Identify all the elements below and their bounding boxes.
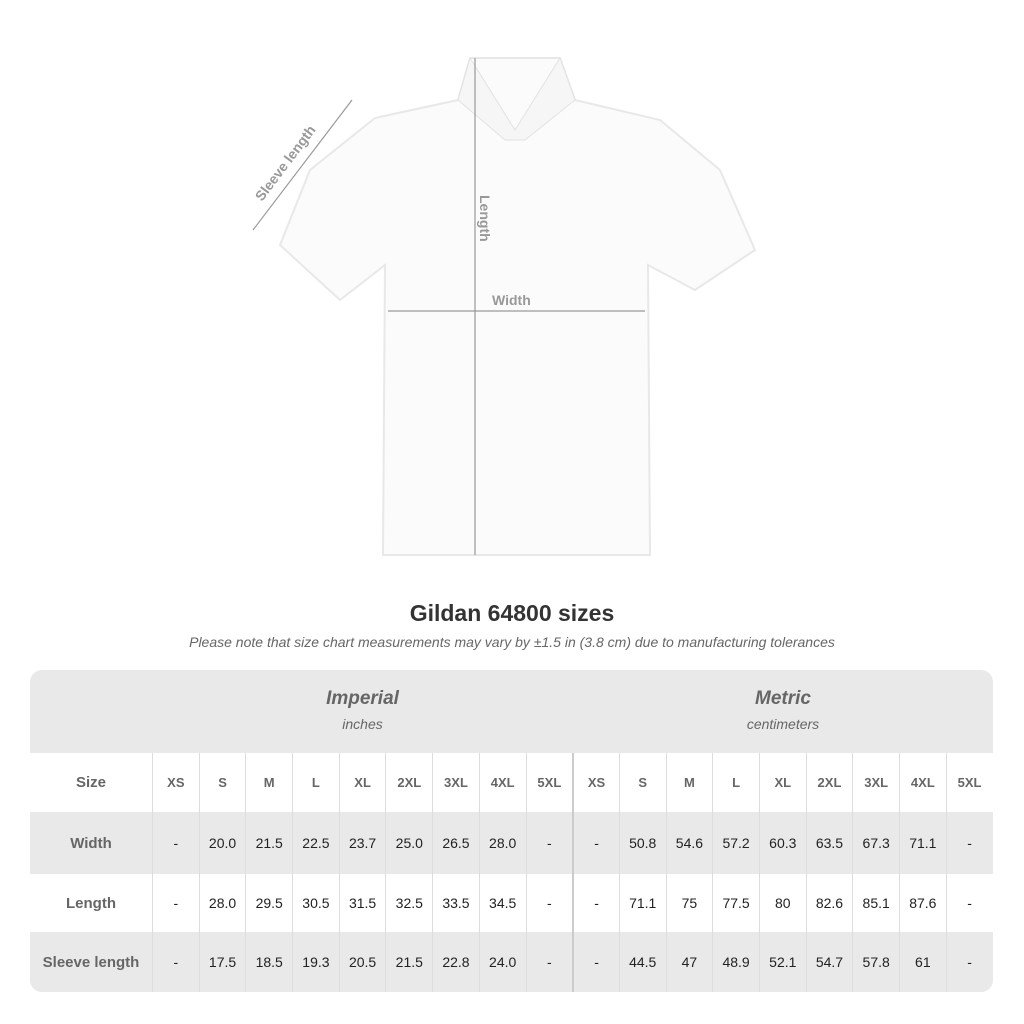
row-label: Width	[70, 834, 112, 852]
size-header-cell: L	[712, 753, 759, 812]
metric-value-cell: 80	[758, 874, 806, 932]
size-header-cell: 4XL	[899, 753, 946, 812]
imperial-value-cell: 29.5	[245, 874, 292, 932]
size-header-row: Size XS S M L XL 2XL 3XL 4XL 5XL XS S M L XL 2XL 3XL 4XL 5…	[30, 753, 993, 812]
table-row: Length -28.0 29.5 30.5 31.5 32.5 33.5 34.5- -71.…	[30, 874, 993, 932]
size-header-cell: XS	[572, 753, 619, 812]
imperial-value-cell: -	[525, 812, 573, 874]
size-table: Imperial inches Metric centimeters Size X…	[30, 670, 993, 992]
imperial-unit: inches	[342, 716, 383, 732]
metric-value-cell: 71.1	[899, 812, 946, 874]
size-header-cell: 5XL	[525, 753, 573, 812]
width-label: Width	[492, 292, 531, 308]
imperial-value-cell: 17.5	[198, 932, 246, 992]
metric-value-cell: 52.1	[758, 932, 806, 992]
metric-value-cell: 87.6	[899, 874, 946, 932]
size-header-cell: 2XL	[805, 753, 853, 812]
metric-value-cell: -	[945, 812, 993, 874]
imperial-value-cell: 26.5	[432, 812, 479, 874]
metric-value-cell: 57.2	[712, 812, 759, 874]
imperial-value-cell: 30.5	[292, 874, 339, 932]
size-header-cell: 3XL	[432, 753, 479, 812]
metric-value-cell: -	[945, 932, 993, 992]
size-header-cell: L	[292, 753, 339, 812]
metric-header: Metric centimeters	[573, 670, 993, 753]
row-label: Length	[66, 894, 116, 912]
metric-value-cell: -	[945, 874, 993, 932]
imperial-value-cell: 28.0	[478, 812, 526, 874]
row-label: Sleeve length	[42, 953, 140, 971]
metric-value-cell: 47	[665, 932, 713, 992]
imperial-value-cell: 28.0	[198, 874, 246, 932]
metric-value-cell: 82.6	[805, 874, 853, 932]
table-row: Sleeve length -17.5 18.5 19.3 20.5 21.5 22.8 24…	[30, 932, 993, 992]
metric-value-cell: 71.1	[618, 874, 666, 932]
imperial-value-cell: 25.0	[385, 812, 432, 874]
imperial-value-cell: -	[152, 874, 199, 932]
metric-value-cell: 67.3	[852, 812, 899, 874]
metric-value-cell: 48.9	[712, 932, 759, 992]
size-header-cell: XS	[152, 753, 199, 812]
polo-shirt-image	[278, 57, 757, 556]
metric-unit: centimeters	[746, 716, 820, 732]
metric-value-cell: 44.5	[618, 932, 666, 992]
size-header-cell: M	[665, 753, 713, 812]
length-label: Length	[477, 195, 493, 242]
polo-shirt-diagram: Length Width Sleeve length	[252, 56, 757, 556]
metric-value-cell: 63.5	[805, 812, 853, 874]
page-title: Gildan 64800 sizes	[409, 600, 615, 626]
size-header-cell: S	[198, 753, 246, 812]
imperial-value-cell: -	[525, 874, 573, 932]
metric-value-cell: 61	[899, 932, 946, 992]
imperial-title: Imperial	[326, 688, 399, 709]
size-header-cell: 3XL	[852, 753, 899, 812]
imperial-value-cell: 34.5	[478, 874, 526, 932]
metric-value-cell: -	[572, 812, 619, 874]
size-header-cell: M	[245, 753, 292, 812]
metric-value-cell: 85.1	[852, 874, 899, 932]
metric-value-cell: -	[572, 874, 619, 932]
collar	[457, 56, 576, 141]
size-header-cell: 5XL	[945, 753, 993, 812]
imperial-header: Imperial inches	[152, 670, 573, 753]
size-header-cell: XL	[338, 753, 386, 812]
imperial-value-cell: 31.5	[338, 874, 386, 932]
metric-value-cell: 50.8	[618, 812, 666, 874]
imperial-value-cell: 20.0	[198, 812, 246, 874]
metric-value-cell: 60.3	[758, 812, 806, 874]
imperial-value-cell: 18.5	[245, 932, 292, 992]
metric-value-cell: 75	[665, 874, 713, 932]
metric-value-cell: 54.7	[805, 932, 853, 992]
imperial-value-cell: 19.3	[292, 932, 339, 992]
metric-title: Metric	[755, 688, 811, 709]
imperial-value-cell: 22.8	[432, 932, 479, 992]
imperial-value-cell: 24.0	[478, 932, 526, 992]
metric-value-cell: 54.6	[665, 812, 713, 874]
sleeve-arrow	[252, 99, 353, 231]
imperial-value-cell: 32.5	[385, 874, 432, 932]
size-header-cell: 4XL	[478, 753, 526, 812]
imperial-value-cell: 22.5	[292, 812, 339, 874]
imperial-value-cell: 33.5	[432, 874, 479, 932]
imperial-value-cell: 20.5	[338, 932, 386, 992]
imperial-value-cell: -	[525, 932, 573, 992]
imperial-value-cell: 21.5	[385, 932, 432, 992]
size-header-cell: 2XL	[385, 753, 432, 812]
imperial-value-cell: -	[152, 812, 199, 874]
row-label: Size	[75, 774, 106, 791]
imperial-value-cell: 23.7	[338, 812, 386, 874]
size-header-cell: S	[618, 753, 666, 812]
table-row: Width -20.0 21.5 22.5 23.7 25.0 26.5 28.0- -50.8…	[30, 812, 993, 874]
metric-value-cell: -	[572, 932, 619, 992]
tolerance-note: Please note that size chart measurements…	[189, 634, 835, 650]
size-header-cell: XL	[758, 753, 806, 812]
imperial-value-cell: -	[152, 932, 199, 992]
metric-value-cell: 57.8	[852, 932, 899, 992]
metric-value-cell: 77.5	[712, 874, 759, 932]
imperial-value-cell: 21.5	[245, 812, 292, 874]
